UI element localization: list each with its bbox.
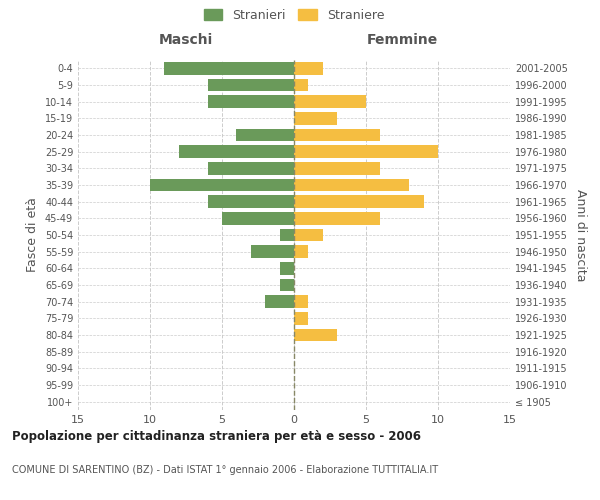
Bar	[179, 146, 294, 158]
Bar	[236, 129, 294, 141]
Bar	[251, 246, 294, 258]
Bar	[208, 162, 294, 174]
Bar	[294, 162, 380, 174]
Bar	[294, 229, 323, 241]
Bar	[208, 79, 294, 92]
Y-axis label: Fasce di età: Fasce di età	[26, 198, 39, 272]
Bar	[294, 96, 366, 108]
Bar	[280, 279, 294, 291]
Bar	[294, 129, 380, 141]
Bar	[294, 179, 409, 192]
Bar	[208, 196, 294, 208]
Legend: Stranieri, Straniere: Stranieri, Straniere	[200, 6, 388, 26]
Bar	[294, 329, 337, 341]
Bar	[294, 246, 308, 258]
Bar	[150, 179, 294, 192]
Text: Popolazione per cittadinanza straniera per età e sesso - 2006: Popolazione per cittadinanza straniera p…	[12, 430, 421, 443]
Text: Maschi: Maschi	[159, 32, 213, 46]
Bar	[294, 79, 308, 92]
Text: COMUNE DI SARENTINO (BZ) - Dati ISTAT 1° gennaio 2006 - Elaborazione TUTTITALIA.: COMUNE DI SARENTINO (BZ) - Dati ISTAT 1°…	[12, 465, 438, 475]
Bar	[265, 296, 294, 308]
Bar	[222, 212, 294, 224]
Bar	[208, 96, 294, 108]
Bar	[294, 212, 380, 224]
Bar	[294, 146, 438, 158]
Bar	[294, 62, 323, 74]
Bar	[164, 62, 294, 74]
Bar	[280, 262, 294, 274]
Text: Femmine: Femmine	[367, 32, 437, 46]
Bar	[280, 229, 294, 241]
Bar	[294, 112, 337, 124]
Bar	[294, 312, 308, 324]
Bar	[294, 296, 308, 308]
Y-axis label: Anni di nascita: Anni di nascita	[574, 188, 587, 281]
Bar	[294, 196, 424, 208]
